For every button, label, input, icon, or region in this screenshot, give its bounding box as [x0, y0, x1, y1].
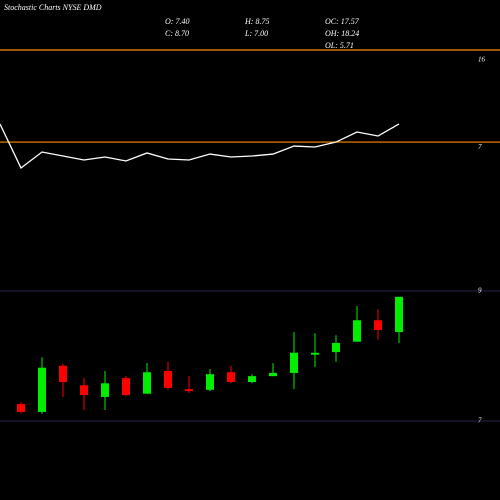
- stat: L: 7.00: [245, 29, 269, 38]
- y-tick-label: 16: [478, 55, 486, 63]
- candle-body: [206, 374, 214, 390]
- candle-body: [122, 378, 130, 395]
- candle-body: [311, 352, 319, 355]
- stat: OC: 17.57: [325, 17, 359, 26]
- y-tick-label: 9: [478, 287, 482, 295]
- candle-body: [353, 320, 361, 342]
- y-tick-label: 7: [478, 143, 482, 151]
- candle-body: [38, 367, 46, 412]
- stat: OL: 5.71: [325, 41, 354, 50]
- candle-body: [269, 372, 277, 377]
- candle-body: [59, 365, 67, 382]
- stochastic-line: [0, 123, 400, 170]
- candle-body: [374, 320, 382, 330]
- candle-body: [395, 296, 403, 332]
- candle-body: [290, 352, 298, 373]
- candle-body: [143, 372, 151, 394]
- candle-body: [227, 372, 235, 382]
- candle-body: [101, 383, 109, 397]
- stat: O: 7.40: [165, 17, 190, 26]
- candle-body: [332, 343, 340, 353]
- candle-body: [185, 389, 193, 392]
- candle-body: [164, 370, 172, 388]
- candle-body: [17, 404, 25, 412]
- candle-body: [248, 376, 256, 382]
- y-tick-label: 7: [478, 417, 482, 425]
- candle-body: [80, 385, 88, 395]
- title: Stochastic Charts NYSE DMD: [4, 3, 102, 12]
- stat: OH: 18.24: [325, 29, 360, 38]
- stat: H: 8.75: [245, 17, 270, 26]
- stat: C: 8.70: [165, 29, 189, 38]
